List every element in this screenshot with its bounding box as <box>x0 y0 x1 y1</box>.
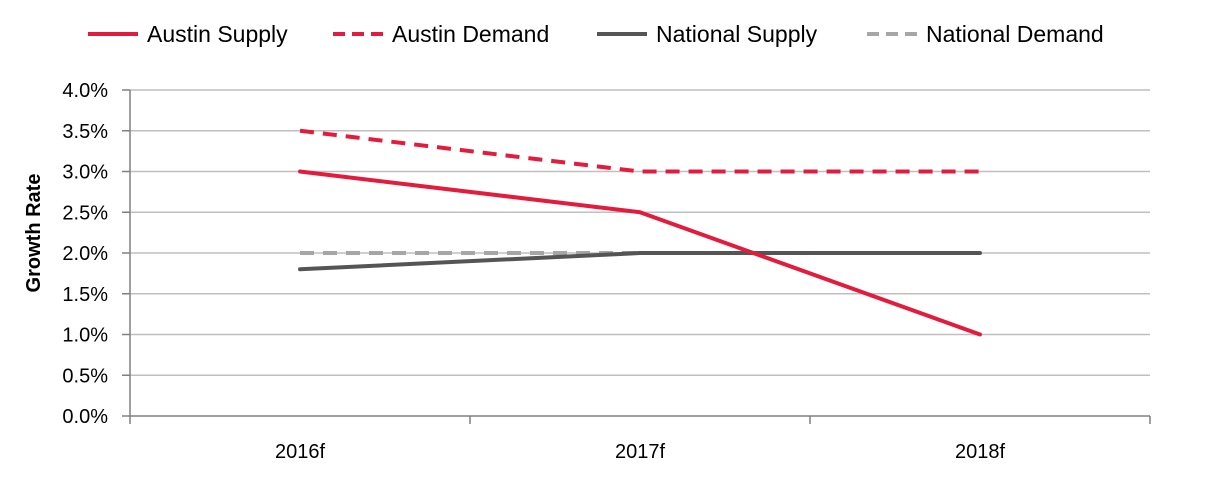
y-axis-title: Growth Rate <box>23 174 45 293</box>
legend-label: Austin Supply <box>147 21 288 47</box>
legend-item: National Supply <box>597 21 818 47</box>
y-tick-label: 0.0% <box>62 406 108 428</box>
x-tick-label: 2018f <box>955 441 1005 463</box>
series-line-austin-demand <box>299 128 980 174</box>
x-tick-label: 2016f <box>275 441 325 463</box>
y-tick-label: 3.5% <box>62 121 108 143</box>
series-layer <box>298 128 982 337</box>
y-tick-label: 4.0% <box>62 80 108 102</box>
y-tick-label: 0.5% <box>62 365 108 387</box>
legend-item: Austin Supply <box>88 21 288 47</box>
axes: 0.0% 0.5% 1.0% 1.5% 2.0% 2.5% 3.0% 3.5% 4.0% 2016… <box>62 80 1151 463</box>
x-tick-label: 2017f <box>615 441 665 463</box>
y-tick-label: 2.0% <box>62 243 108 265</box>
legend-label: Austin Demand <box>392 21 549 47</box>
legend-item: Austin Demand <box>333 21 549 47</box>
y-tick-label: 1.0% <box>62 325 108 347</box>
y-tick-label: 1.5% <box>62 284 108 306</box>
legend-item: National Demand <box>867 21 1104 47</box>
series-line-austin-supply <box>298 169 982 337</box>
grid-lines <box>130 89 1150 376</box>
legend-label: National Demand <box>926 21 1104 47</box>
legend-label: National Supply <box>656 21 818 47</box>
y-tick-label: 2.5% <box>62 202 108 224</box>
y-tick-label: 3.0% <box>62 162 108 184</box>
legend: Austin Supply Austin Demand National Suppl… <box>88 21 1104 47</box>
series-line-national-supply <box>298 251 982 272</box>
